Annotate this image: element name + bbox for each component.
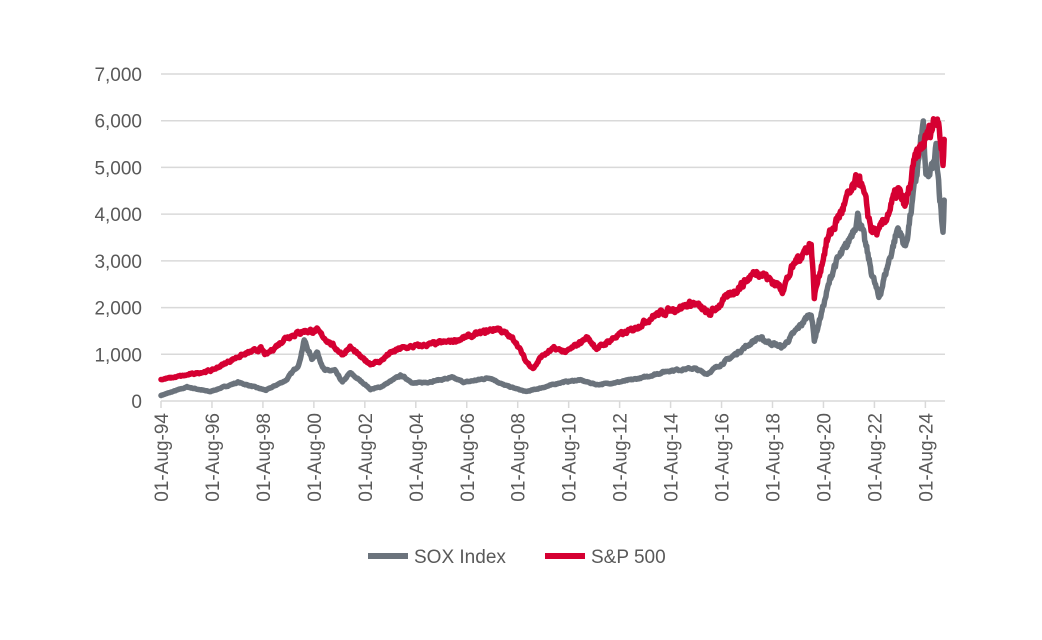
y-tick-label: 7,000: [94, 65, 142, 86]
x-tick-label: 01-Aug-10: [560, 413, 581, 502]
x-tick-label: 01-Aug-14: [662, 413, 683, 502]
y-axis-tick-labels: 0 1,000 2,000 3,000 4,000 5,000 6,000 7,000: [94, 65, 142, 413]
gridlines: [161, 73, 945, 356]
y-tick-label: 2,000: [94, 299, 142, 320]
y-tick-label: 0: [131, 392, 142, 413]
x-tick-label: 01-Aug-94: [152, 413, 173, 502]
legend: SOX Index S&P 500: [368, 547, 666, 568]
y-tick-label: 6,000: [94, 112, 142, 133]
x-tick-label: 01-Aug-16: [713, 413, 734, 502]
x-tick-label: 01-Aug-12: [611, 413, 632, 502]
series-line-sox-index: [158, 118, 947, 399]
x-tick-label: 01-Aug-96: [203, 413, 224, 502]
y-tick-label: 4,000: [94, 205, 142, 226]
x-tick-label: 01-Aug-18: [764, 413, 785, 502]
legend-label: SOX Index: [414, 547, 506, 568]
x-tick-label: 01-Aug-20: [814, 413, 835, 502]
y-tick-label: 5,000: [94, 158, 142, 179]
y-tick-label: 1,000: [94, 345, 142, 366]
x-tick-label: 01-Aug-04: [407, 413, 428, 502]
x-axis: 01-Aug-94 01-Aug-96 01-Aug-98 01-Aug-00 01-A…: [152, 400, 945, 502]
x-tick-label: 01-Aug-08: [509, 413, 530, 502]
x-tick-label: 01-Aug-06: [458, 413, 479, 502]
x-tick-label: 01-Aug-22: [865, 413, 886, 502]
x-tick-label: 01-Aug-98: [254, 413, 275, 502]
series-lines: [158, 116, 947, 399]
legend-label: S&P 500: [591, 547, 666, 568]
x-tick-label: 01-Aug-00: [305, 413, 326, 502]
x-tick-label: 01-Aug-02: [356, 413, 377, 502]
y-tick-label: 3,000: [94, 252, 142, 273]
series-line-sp-500: [158, 116, 947, 383]
x-tick-label: 01-Aug-24: [916, 413, 937, 502]
